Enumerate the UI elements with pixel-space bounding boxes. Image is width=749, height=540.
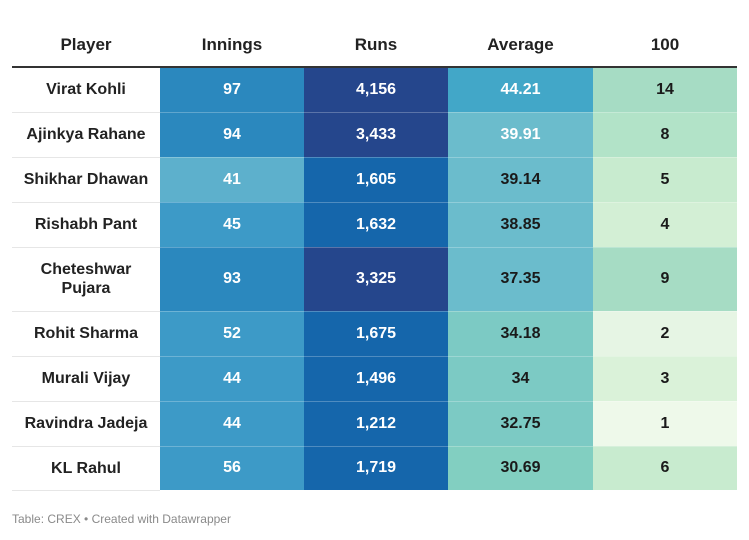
- hundreds-cell: 4: [593, 202, 737, 248]
- table-row: KL Rahul 56 1,719 30.69 6: [12, 446, 737, 491]
- hundreds-cell: 6: [593, 446, 737, 491]
- table-row: Ajinkya Rahane 94 3,433 39.91 8: [12, 112, 737, 158]
- average-cell: 34: [448, 356, 593, 402]
- column-header-runs[interactable]: Runs: [304, 24, 448, 68]
- hundreds-cell: 8: [593, 112, 737, 158]
- table-row: Virat Kohli 97 4,156 44.21 14: [12, 67, 737, 113]
- player-name-cell: Rohit Sharma: [12, 311, 160, 357]
- runs-cell: 3,433: [304, 112, 448, 158]
- innings-cell: 45: [160, 202, 304, 248]
- runs-cell: 1,719: [304, 446, 448, 491]
- runs-cell: 3,325: [304, 247, 448, 312]
- runs-cell: 1,605: [304, 157, 448, 203]
- column-header-innings[interactable]: Innings: [160, 24, 304, 68]
- runs-cell: 1,632: [304, 202, 448, 248]
- player-name-cell: Ravindra Jadeja: [12, 401, 160, 447]
- average-cell: 39.91: [448, 112, 593, 158]
- innings-cell: 44: [160, 401, 304, 447]
- average-cell: 34.18: [448, 311, 593, 357]
- hundreds-cell: 5: [593, 157, 737, 203]
- column-header-hundreds[interactable]: 100: [593, 24, 737, 68]
- innings-cell: 52: [160, 311, 304, 357]
- header-row: Player Innings Runs Average 100: [12, 24, 737, 68]
- average-cell: 32.75: [448, 401, 593, 447]
- average-cell: 39.14: [448, 157, 593, 203]
- table-row: Cheteshwar Pujara 93 3,325 37.35 9: [12, 247, 737, 312]
- source-footer: Table: CREX • Created with Datawrapper: [12, 512, 231, 526]
- runs-cell: 1,675: [304, 311, 448, 357]
- player-name-cell: Cheteshwar Pujara: [12, 247, 160, 312]
- table-row: Shikhar Dhawan 41 1,605 39.14 5: [12, 157, 737, 203]
- runs-cell: 1,496: [304, 356, 448, 402]
- table-row: Rishabh Pant 45 1,632 38.85 4: [12, 202, 737, 248]
- player-name-cell: Murali Vijay: [12, 356, 160, 402]
- hundreds-cell: 1: [593, 401, 737, 447]
- average-cell: 30.69: [448, 446, 593, 491]
- table-row: Rohit Sharma 52 1,675 34.18 2: [12, 311, 737, 357]
- player-name-cell: Rishabh Pant: [12, 202, 160, 248]
- average-cell: 44.21: [448, 67, 593, 113]
- table-row: Ravindra Jadeja 44 1,212 32.75 1: [12, 401, 737, 447]
- player-name-cell: Virat Kohli: [12, 67, 160, 113]
- innings-cell: 93: [160, 247, 304, 312]
- player-name-cell: Ajinkya Rahane: [12, 112, 160, 158]
- hundreds-cell: 2: [593, 311, 737, 357]
- stats-table: Player Innings Runs Average 100 Virat Ko…: [12, 24, 737, 491]
- innings-cell: 94: [160, 112, 304, 158]
- table-body: Virat Kohli 97 4,156 44.21 14 Ajinkya Rahane 9…: [12, 67, 737, 491]
- player-name-cell: Shikhar Dhawan: [12, 157, 160, 203]
- innings-cell: 44: [160, 356, 304, 402]
- innings-cell: 41: [160, 157, 304, 203]
- average-cell: 37.35: [448, 247, 593, 312]
- table-row: Murali Vijay 44 1,496 34 3: [12, 356, 737, 402]
- runs-cell: 1,212: [304, 401, 448, 447]
- column-header-player[interactable]: Player: [12, 24, 160, 68]
- player-name-cell: KL Rahul: [12, 446, 160, 491]
- hundreds-cell: 9: [593, 247, 737, 312]
- average-cell: 38.85: [448, 202, 593, 248]
- runs-cell: 4,156: [304, 67, 448, 113]
- hundreds-cell: 14: [593, 67, 737, 113]
- hundreds-cell: 3: [593, 356, 737, 402]
- innings-cell: 56: [160, 446, 304, 491]
- stats-table-container: Player Innings Runs Average 100 Virat Ko…: [12, 24, 737, 491]
- innings-cell: 97: [160, 67, 304, 113]
- column-header-average[interactable]: Average: [448, 24, 593, 68]
